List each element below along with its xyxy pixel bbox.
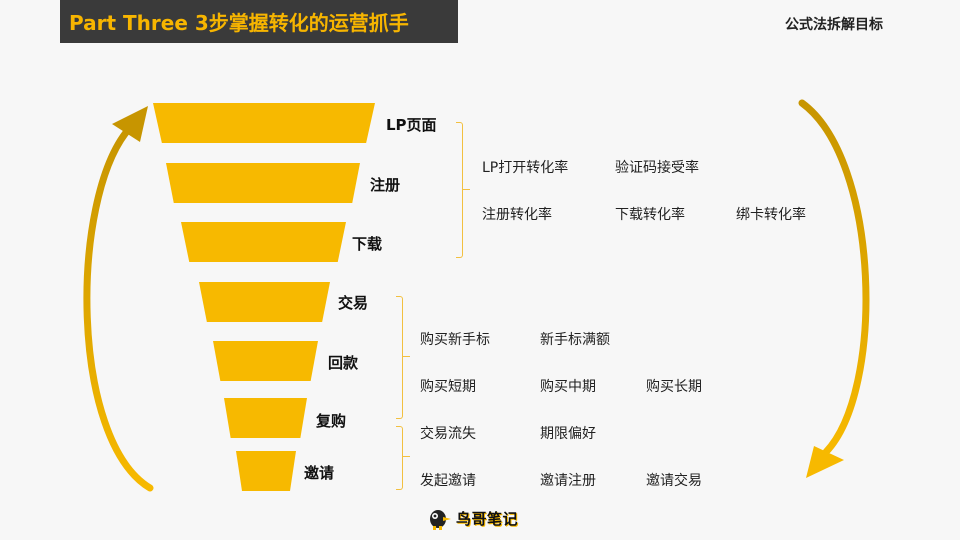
page-title: Part Three 3步掌握转化的运营抓手 xyxy=(60,0,458,43)
bracket-upper-tick xyxy=(462,189,470,190)
metric-buy-short: 购买短期 xyxy=(420,379,476,395)
funnel-segment-lp xyxy=(153,103,375,143)
stage-label-invite: 邀请 xyxy=(304,464,335,482)
bracket-lower xyxy=(396,426,403,490)
metric-lp-open-rate: LP打开转化率 xyxy=(482,160,569,176)
stage-label-repayment: 回款 xyxy=(328,354,359,372)
bracket-lower-tick xyxy=(402,456,410,457)
funnel-segment-repurchase xyxy=(224,398,307,438)
funnel-segment-trade xyxy=(199,282,330,322)
bracket-middle xyxy=(396,296,403,419)
stage-label-download: 下载 xyxy=(352,235,383,253)
metric-buy-long: 购买长期 xyxy=(646,379,702,395)
metric-download-rate: 下载转化率 xyxy=(615,207,685,223)
stage-label-repurchase: 复购 xyxy=(316,412,347,430)
stage-label-lp: LP页面 xyxy=(386,116,437,134)
funnel-segment-invite xyxy=(236,451,296,491)
section-subtitle: 公式法拆解目标 xyxy=(785,17,883,33)
bracket-middle-tick xyxy=(402,356,410,357)
metric-invite-trade: 邀请交易 xyxy=(646,473,702,489)
logo-text: 鸟哥笔记 xyxy=(456,509,519,528)
funnel-segment-repayment xyxy=(213,341,318,381)
metric-trade-churn: 交易流失 xyxy=(420,426,476,442)
metric-term-preference: 期限偏好 xyxy=(540,426,596,442)
brand-logo: 鸟哥笔记 xyxy=(426,505,518,531)
metric-buy-newbie: 购买新手标 xyxy=(420,332,490,348)
funnel-segment-download xyxy=(181,222,346,262)
metric-invite-start: 发起邀请 xyxy=(420,473,476,489)
metric-verify-code-rate: 验证码接受率 xyxy=(615,160,699,176)
left-arrowhead-icon xyxy=(112,106,148,142)
metric-register-rate: 注册转化率 xyxy=(482,207,552,223)
right-arrowhead-icon xyxy=(806,446,844,478)
left-cycle-arrow-icon xyxy=(83,126,154,492)
stage-label-register: 注册 xyxy=(370,176,401,194)
right-cycle-arrow-icon xyxy=(798,99,870,456)
funnel-segment-register xyxy=(166,163,360,203)
page-title-text: Part Three 3步掌握转化的运营抓手 xyxy=(69,11,409,35)
stage-label-trade: 交易 xyxy=(338,294,369,312)
bracket-upper xyxy=(456,122,463,258)
metric-invite-register: 邀请注册 xyxy=(540,473,596,489)
metric-bind-card-rate: 绑卡转化率 xyxy=(736,207,806,223)
metric-buy-mid: 购买中期 xyxy=(540,379,596,395)
metric-newbie-full: 新手标满额 xyxy=(540,332,610,348)
bird-mascot-icon xyxy=(430,510,451,530)
